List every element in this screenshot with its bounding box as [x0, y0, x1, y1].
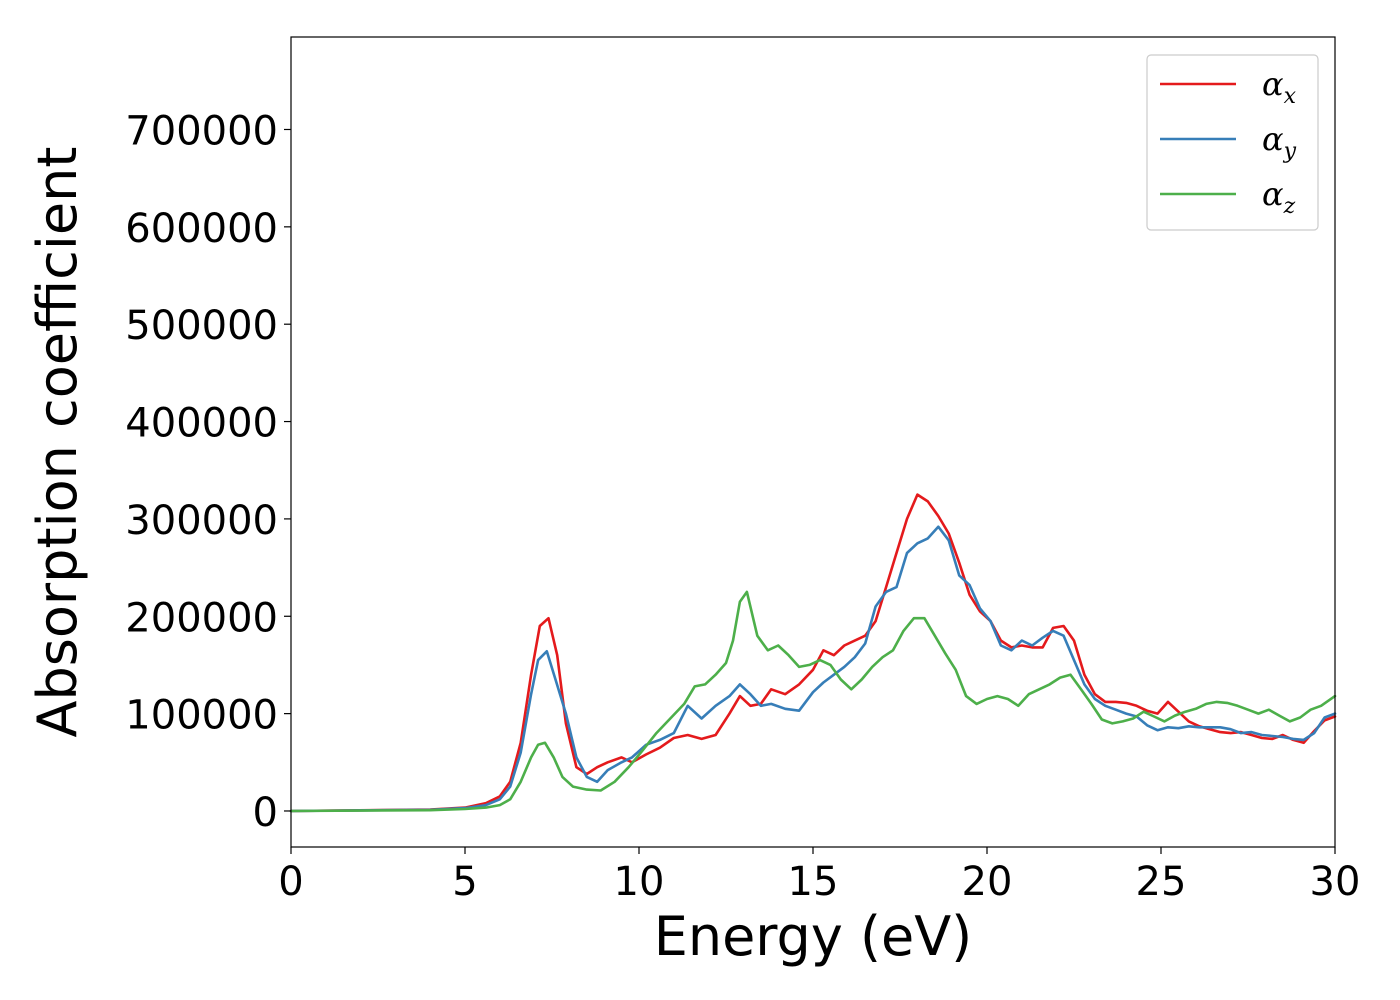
x-tick-label: 30	[1310, 859, 1361, 905]
y-tick-label: 300000	[125, 498, 278, 544]
series-line-z	[289, 590, 1337, 813]
y-tick-label: 0	[253, 790, 278, 836]
x-axis-ticks: 0 5 10 15 20 25 30	[278, 847, 1360, 905]
x-tick-label: 10	[614, 859, 665, 905]
y-tick-label: 500000	[125, 303, 278, 349]
x-tick-label: 5	[452, 859, 477, 905]
y-tick-label: 200000	[125, 595, 278, 641]
series-line-y	[289, 525, 1337, 813]
x-tick-label: 0	[278, 859, 303, 905]
y-tick-label: 400000	[125, 401, 278, 447]
y-tick-label: 700000	[125, 108, 278, 154]
legend-box	[1146, 54, 1319, 231]
x-axis-label: Energy (eV)	[654, 905, 973, 968]
series-line-x	[289, 493, 1337, 813]
y-axis-ticks: 0 100000 200000 300000 400000 500000 600000 700…	[125, 108, 291, 836]
y-axis-label: Absorption coefficient	[26, 147, 89, 738]
y-tick-label: 600000	[125, 206, 278, 252]
y-tick-label: 100000	[125, 693, 278, 739]
x-tick-label: 20	[962, 859, 1013, 905]
x-tick-label: 25	[1136, 859, 1187, 905]
x-tick-label: 15	[788, 859, 839, 905]
series-layer	[289, 493, 1337, 813]
